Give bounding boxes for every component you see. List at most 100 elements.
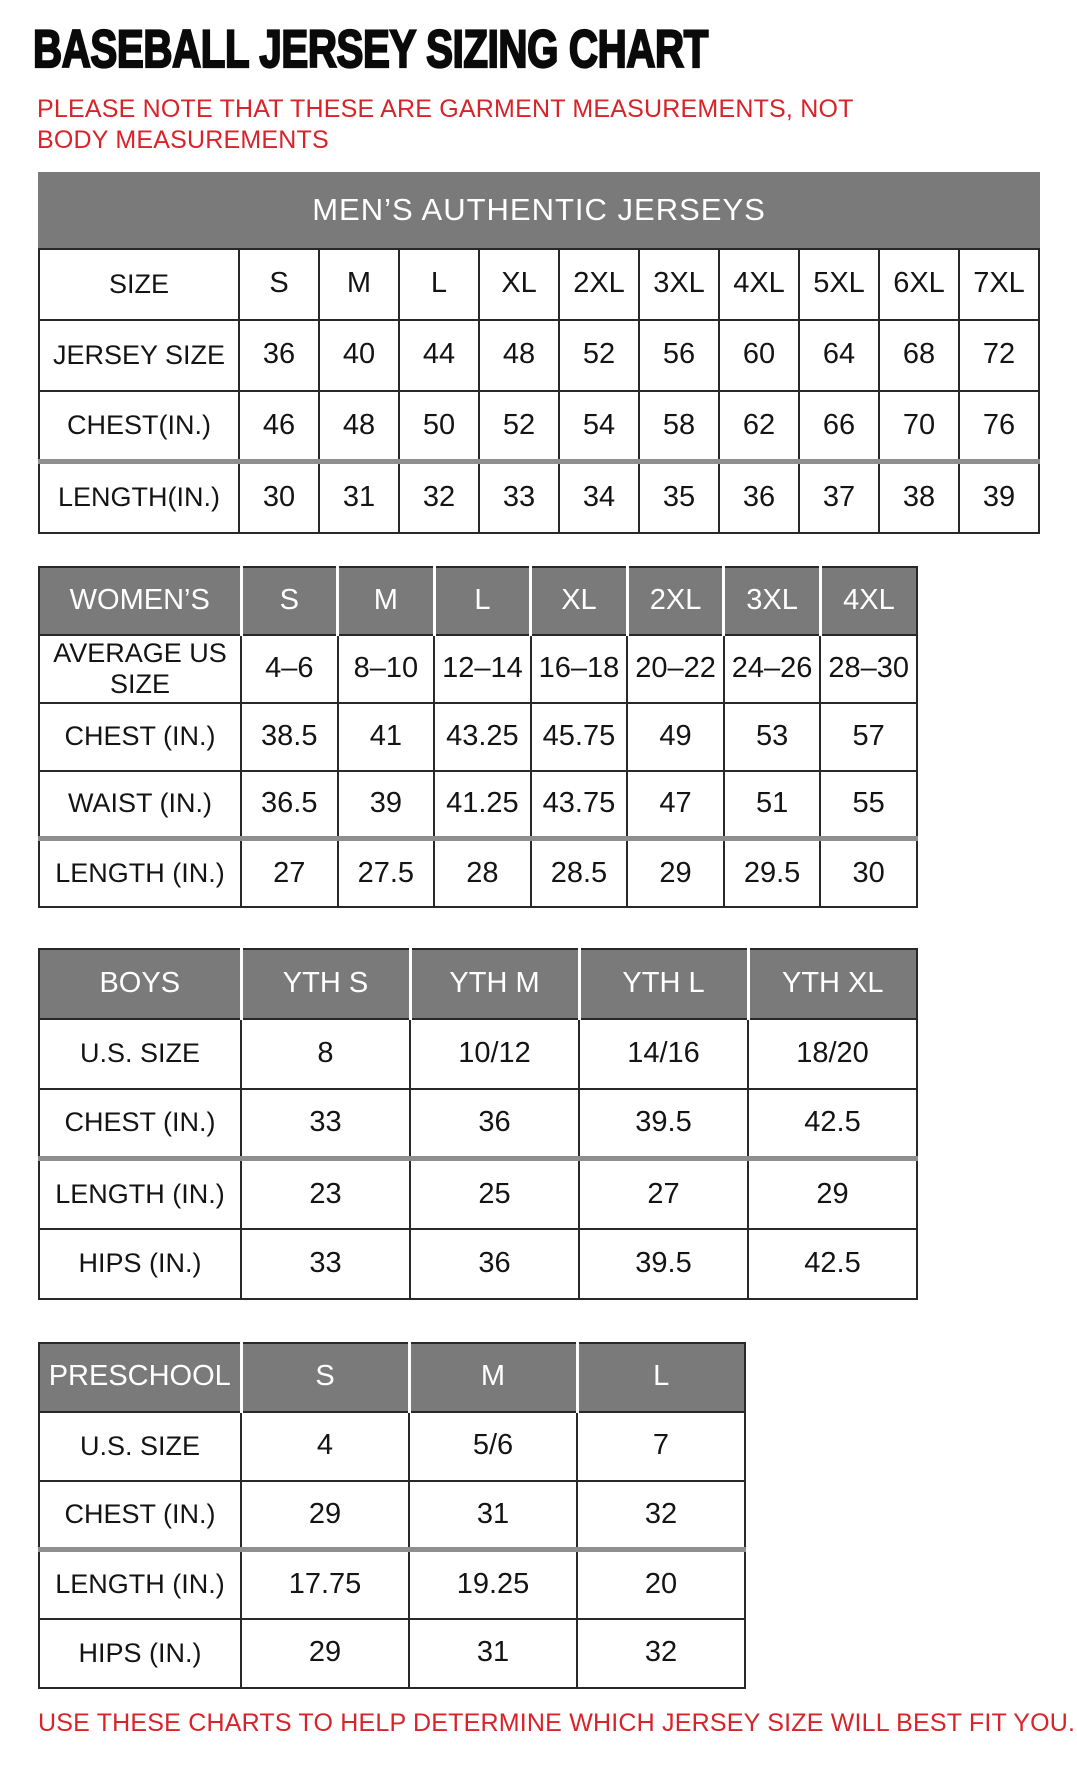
table-corner-header: BOYS xyxy=(38,947,242,1020)
measurement-value-cell: 72 xyxy=(958,318,1040,392)
measurement-value-cell: 62 xyxy=(718,389,800,463)
size-column-header: S xyxy=(239,1341,410,1413)
size-column-header: 7XL xyxy=(958,247,1040,321)
row-label: HIPS (IN.) xyxy=(38,1227,242,1300)
measurement-value-cell: 27 xyxy=(240,836,339,908)
size-column-header: 6XL xyxy=(878,247,960,321)
measurement-value-cell: 28 xyxy=(433,836,532,908)
measurement-value-cell: 30 xyxy=(238,459,320,534)
measurement-value-cell: 38.5 xyxy=(240,701,339,772)
measurement-value-cell: 32 xyxy=(398,459,480,534)
measurement-value-cell: 17.75 xyxy=(240,1547,410,1620)
size-column-header: 2XL xyxy=(558,247,640,321)
measurement-value-cell: 39 xyxy=(336,769,436,840)
measurement-value-cell: 66 xyxy=(798,389,880,463)
header-row: SIZE S M L XL 2XL 3XL 4XL 5XL 6XL 7XL xyxy=(38,247,1040,321)
measurement-value-cell: 33 xyxy=(240,1227,411,1300)
measurement-value-cell: 29 xyxy=(240,1617,410,1689)
boys-sizing-table: BOYS YTH S YTH M YTH L YTH XL U.S. SIZE 8 10/12… xyxy=(38,947,918,1300)
measurement-value-cell: 33 xyxy=(478,459,560,534)
measurement-value-cell: 32 xyxy=(576,1617,746,1689)
measurement-value-cell: 42.5 xyxy=(747,1227,918,1300)
measurement-value-cell: 46 xyxy=(238,389,320,463)
table-row: U.S. SIZE 4 5/6 7 xyxy=(38,1410,746,1482)
measurement-value-cell: 60 xyxy=(718,318,800,392)
measurement-value-cell: 19.25 xyxy=(408,1547,578,1620)
measurement-value-cell: 70 xyxy=(878,389,960,463)
row-label: WAIST (IN.) xyxy=(38,769,242,840)
measurement-value-cell: 31 xyxy=(408,1617,578,1689)
measurement-value-cell: 64 xyxy=(798,318,880,392)
page-root: BASEBALL JERSEY SIZING CHART PLEASE NOTE… xyxy=(0,21,1077,1738)
preschool-sizing-table: PRESCHOOL S M L U.S. SIZE 4 5/6 7 CHEST (IN.) 29 3… xyxy=(38,1341,746,1689)
measurement-value-cell: 41.25 xyxy=(433,769,532,840)
size-column-header: XL xyxy=(529,565,629,636)
measurement-value-cell: 30 xyxy=(819,836,918,908)
row-label: U.S. SIZE xyxy=(38,1017,242,1090)
header-row: PRESCHOOL S M L xyxy=(38,1341,746,1413)
measurement-value-cell: 56 xyxy=(638,318,720,392)
table-row: AVERAGE US SIZE 4–6 8–10 12–14 16–18 20–22 24–… xyxy=(38,633,918,704)
row-label: AVERAGE US SIZE xyxy=(38,633,242,704)
measurement-value-cell: 36 xyxy=(409,1227,580,1300)
measurement-value-cell: 14/16 xyxy=(578,1017,749,1090)
measurement-value-cell: 76 xyxy=(958,389,1040,463)
measurement-value-cell: 68 xyxy=(878,318,960,392)
row-label: U.S. SIZE xyxy=(38,1410,242,1482)
size-column-header: YTH S xyxy=(239,947,411,1020)
row-label: LENGTH (IN.) xyxy=(38,836,242,908)
measurement-value-cell: 49 xyxy=(626,701,725,772)
measurement-value-cell: 28–30 xyxy=(819,633,918,704)
row-label: CHEST (IN.) xyxy=(38,1087,242,1160)
measurement-value-cell: 44 xyxy=(398,318,480,392)
size-column-header: YTH XL xyxy=(746,947,918,1020)
table-row: CHEST (IN.) 33 36 39.5 42.5 xyxy=(38,1087,918,1160)
size-column-header: L xyxy=(575,1341,746,1413)
size-column-header: L xyxy=(398,247,480,321)
measurement-value-cell: 37 xyxy=(798,459,880,534)
measurement-value-cell: 7 xyxy=(576,1410,746,1482)
fit-advice-footer: USE THESE CHARTS TO HELP DETERMINE WHICH… xyxy=(38,1708,1076,1737)
measurement-value-cell: 57 xyxy=(819,701,918,772)
row-label: CHEST (IN.) xyxy=(38,701,242,772)
measurement-value-cell: 8 xyxy=(240,1017,411,1090)
size-column-header: 2XL xyxy=(625,565,725,636)
table-row: LENGTH(IN.) 30 31 32 33 34 35 36 37 38 39 xyxy=(38,459,1040,534)
measurement-value-cell: 45.75 xyxy=(529,701,629,772)
size-column-header: M xyxy=(336,565,436,636)
garment-measurements-note: PLEASE NOTE THAT THESE ARE GARMENT MEASU… xyxy=(37,94,854,154)
measurement-value-cell: 4–6 xyxy=(240,633,339,704)
table-corner-header: PRESCHOOL xyxy=(38,1341,242,1413)
measurement-value-cell: 25 xyxy=(409,1156,580,1230)
measurement-value-cell: 32 xyxy=(576,1479,746,1551)
row-label: LENGTH (IN.) xyxy=(38,1156,242,1230)
measurement-value-cell: 36 xyxy=(718,459,800,534)
measurement-value-cell: 36 xyxy=(238,318,320,392)
measurement-value-cell: 20 xyxy=(576,1547,746,1620)
measurement-value-cell: 23 xyxy=(240,1156,411,1230)
measurement-value-cell: 40 xyxy=(318,318,400,392)
measurement-value-cell: 43.75 xyxy=(529,769,629,840)
table-corner-header: WOMEN’S xyxy=(38,565,242,636)
measurement-value-cell: 29.5 xyxy=(722,836,822,908)
table-row: U.S. SIZE 8 10/12 14/16 18/20 xyxy=(38,1017,918,1090)
measurement-value-cell: 20–22 xyxy=(626,633,725,704)
measurement-value-cell: 34 xyxy=(558,459,640,534)
row-label: LENGTH(IN.) xyxy=(38,459,240,534)
header-row: WOMEN’S S M L XL 2XL 3XL 4XL xyxy=(38,565,918,636)
size-column-header: YTH L xyxy=(577,947,749,1020)
measurement-value-cell: 27 xyxy=(578,1156,749,1230)
measurement-value-cell: 10/12 xyxy=(409,1017,580,1090)
mens-table-title-band: MEN’S AUTHENTIC JERSEYS xyxy=(38,171,1040,248)
size-column-header: M xyxy=(407,1341,578,1413)
measurement-value-cell: 24–26 xyxy=(722,633,822,704)
size-column-header: YTH M xyxy=(408,947,580,1020)
table-row: CHEST(IN.) 46 48 50 52 54 58 62 66 70 76 xyxy=(38,389,1040,463)
table-row: LENGTH (IN.) 17.75 19.25 20 xyxy=(38,1547,746,1620)
table-row: CHEST (IN.) 38.5 41 43.25 45.75 49 53 57 xyxy=(38,701,918,772)
measurement-value-cell: 4 xyxy=(240,1410,410,1482)
size-column-header: XL xyxy=(478,247,560,321)
row-label: CHEST(IN.) xyxy=(38,389,240,463)
row-label: HIPS (IN.) xyxy=(38,1617,242,1689)
measurement-value-cell: 39.5 xyxy=(578,1087,749,1160)
